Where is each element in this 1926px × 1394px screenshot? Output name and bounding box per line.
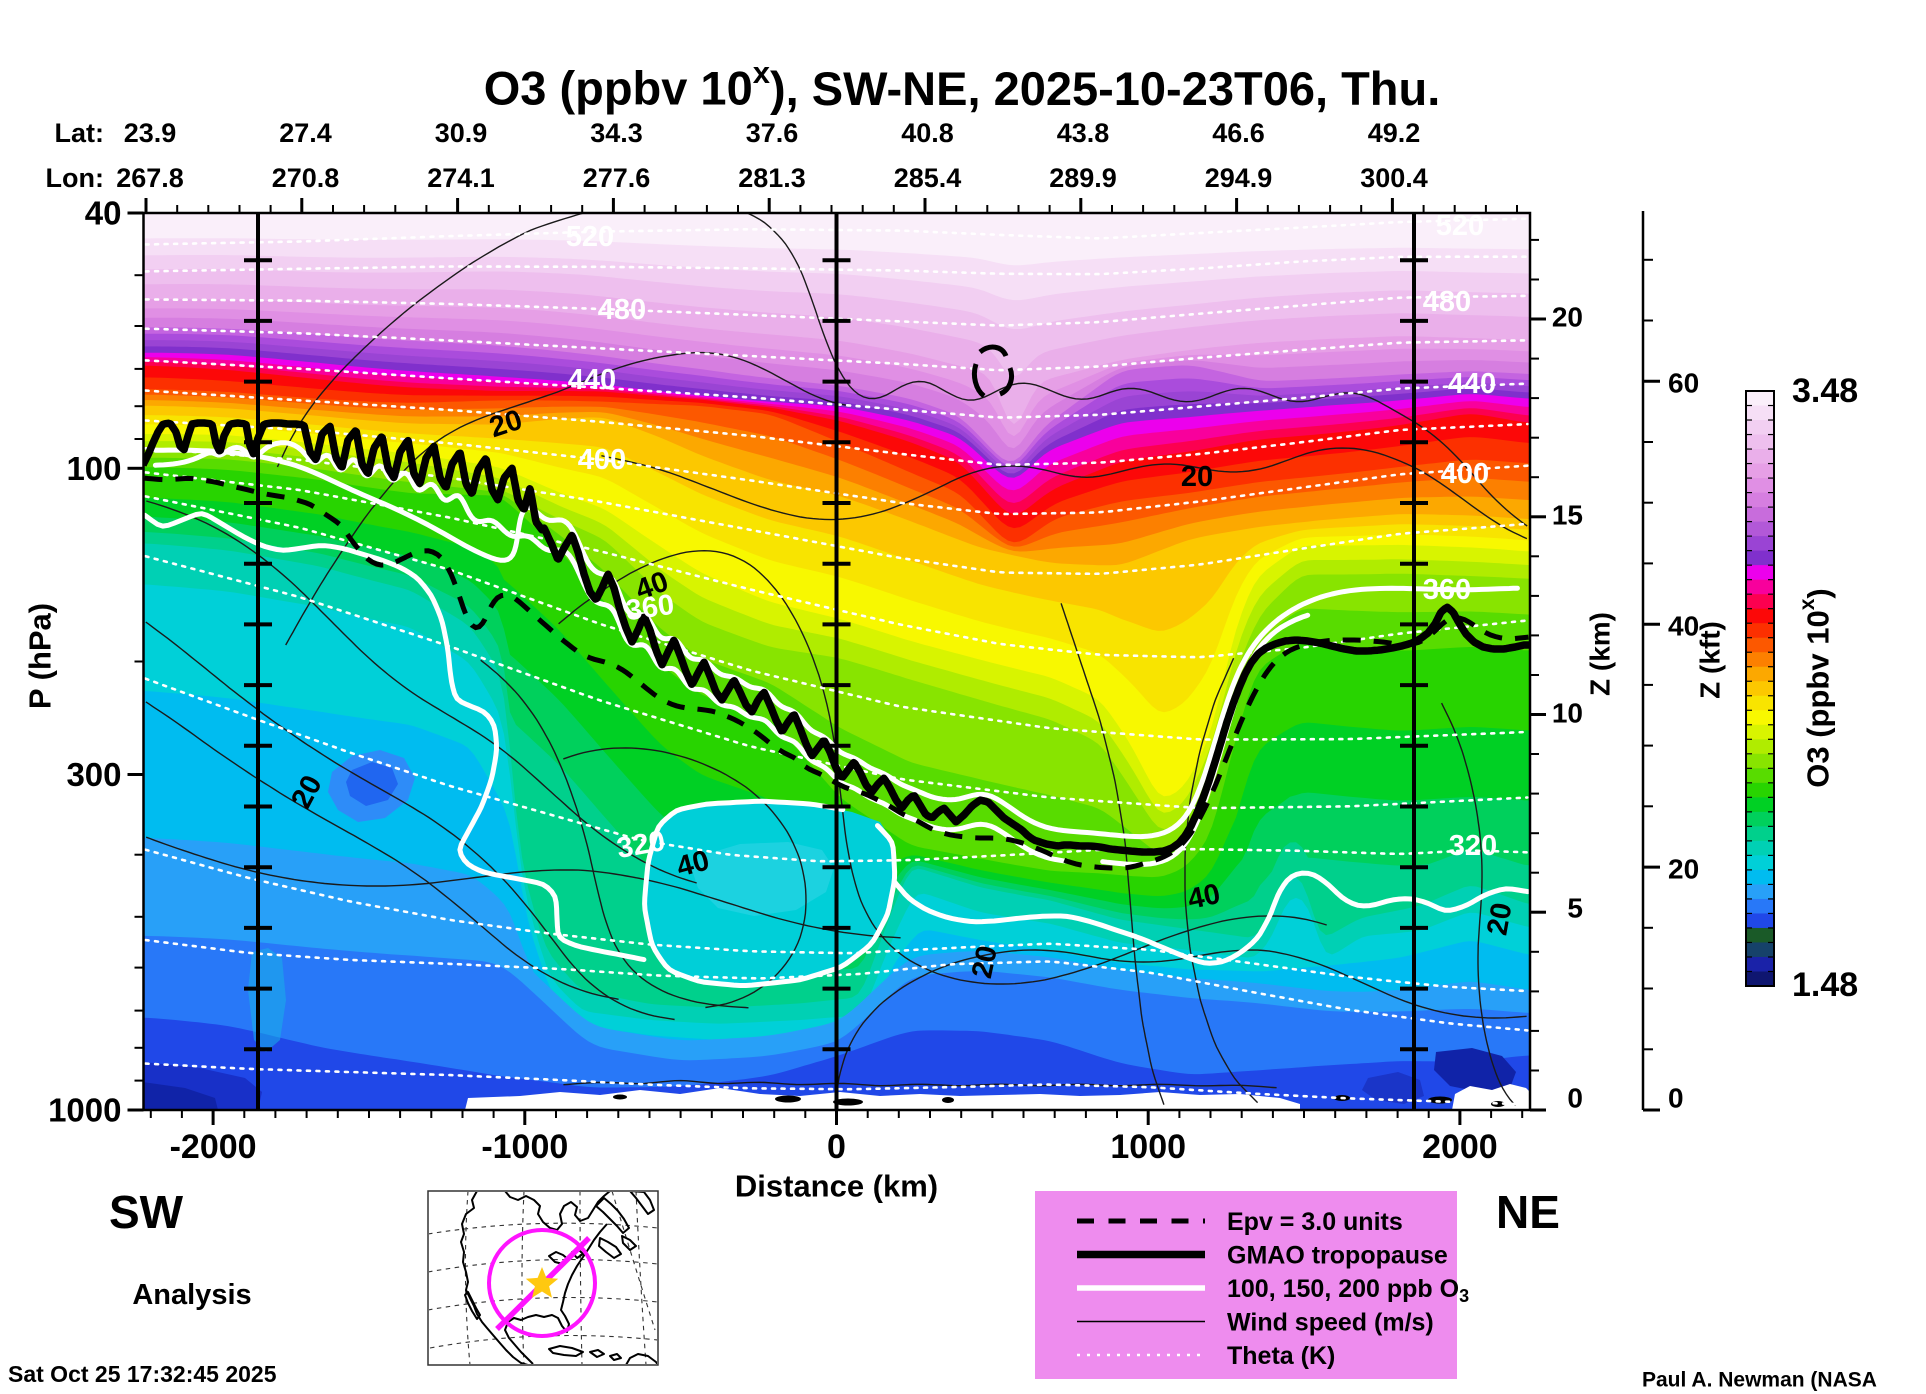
svg-text:320: 320 (1449, 830, 1497, 862)
svg-text:100, 150, 200 ppb O3: 100, 150, 200 ppb O3 (1227, 1275, 1469, 1306)
svg-text:20: 20 (1181, 461, 1213, 493)
svg-text:Z (km): Z (km) (1585, 612, 1616, 696)
svg-text:360: 360 (624, 589, 676, 627)
svg-text:480: 480 (598, 294, 646, 326)
svg-text:SW: SW (109, 1186, 184, 1238)
svg-text:GMAO tropopause: GMAO tropopause (1227, 1242, 1448, 1270)
svg-text:Analysis: Analysis (132, 1279, 251, 1311)
svg-text:270.8: 270.8 (272, 163, 340, 193)
svg-text:Paul A. Newman (NASA: Paul A. Newman (NASA (1642, 1369, 1877, 1392)
svg-text:20: 20 (1481, 900, 1518, 937)
svg-text:-2000: -2000 (170, 1128, 257, 1166)
svg-text:440: 440 (1448, 368, 1496, 400)
svg-text:40.8: 40.8 (901, 118, 954, 148)
svg-text:520: 520 (566, 221, 614, 253)
svg-text:0: 0 (1668, 1083, 1684, 1114)
svg-text:0: 0 (1567, 1083, 1583, 1114)
svg-text:-1000: -1000 (481, 1128, 568, 1166)
svg-text:Lat:: Lat: (55, 118, 105, 148)
svg-text:40: 40 (85, 195, 122, 232)
svg-text:294.9: 294.9 (1205, 163, 1273, 193)
svg-text:400: 400 (578, 444, 626, 476)
svg-text:34.3: 34.3 (590, 118, 643, 148)
svg-text:20: 20 (966, 943, 1004, 981)
svg-text:5: 5 (1567, 893, 1583, 924)
svg-text:2000: 2000 (1422, 1128, 1498, 1166)
svg-text:400: 400 (1441, 458, 1489, 490)
svg-text:300.4: 300.4 (1360, 163, 1428, 193)
svg-text:P (hPa): P (hPa) (23, 603, 58, 709)
svg-text:15: 15 (1552, 500, 1583, 531)
svg-text:285.4: 285.4 (894, 163, 962, 193)
svg-text:Lon:: Lon: (46, 163, 104, 193)
svg-text:23.9: 23.9 (124, 118, 177, 148)
svg-text:Wind speed (m/s): Wind speed (m/s) (1227, 1309, 1434, 1337)
svg-text:3.48: 3.48 (1792, 372, 1858, 410)
svg-text:Sat Oct 25 17:32:45 2025: Sat Oct 25 17:32:45 2025 (8, 1361, 277, 1387)
svg-text:37.6: 37.6 (746, 118, 799, 148)
svg-text:289.9: 289.9 (1049, 163, 1117, 193)
svg-text:360: 360 (1423, 574, 1471, 606)
svg-text:43.8: 43.8 (1057, 118, 1110, 148)
svg-text:40: 40 (1668, 611, 1699, 642)
svg-text:Theta (K): Theta (K) (1227, 1342, 1335, 1370)
svg-text:520: 520 (1436, 210, 1484, 242)
svg-text:30.9: 30.9 (435, 118, 488, 148)
svg-text:1000: 1000 (1110, 1128, 1186, 1166)
svg-text:480: 480 (1423, 286, 1471, 318)
svg-text:277.6: 277.6 (583, 163, 651, 193)
svg-text:0: 0 (827, 1128, 846, 1166)
svg-text:49.2: 49.2 (1368, 118, 1421, 148)
svg-text:27.4: 27.4 (279, 118, 332, 148)
svg-text:20: 20 (1668, 854, 1699, 885)
svg-text:46.6: 46.6 (1212, 118, 1265, 148)
svg-text:300: 300 (66, 756, 121, 793)
svg-text:1000: 1000 (48, 1092, 121, 1129)
svg-text:60: 60 (1668, 368, 1699, 399)
svg-text:Z (kft): Z (kft) (1695, 621, 1726, 699)
svg-text:Epv = 3.0 units: Epv = 3.0 units (1227, 1208, 1403, 1236)
svg-text:267.8: 267.8 (116, 163, 184, 193)
svg-text:NE: NE (1496, 1186, 1560, 1238)
svg-text:O3 (ppbv 10x): O3 (ppbv 10x) (1796, 588, 1836, 787)
svg-text:Distance (km): Distance (km) (735, 1169, 938, 1204)
svg-text:20: 20 (1552, 302, 1583, 333)
svg-text:40: 40 (1185, 878, 1223, 916)
svg-text:274.1: 274.1 (427, 163, 495, 193)
svg-text:1.48: 1.48 (1792, 966, 1858, 1004)
svg-text:10: 10 (1552, 698, 1583, 729)
svg-text:281.3: 281.3 (738, 163, 806, 193)
svg-text:O3 (ppbv 10x), SW-NE, 2025-10-: O3 (ppbv 10x), SW-NE, 2025-10-23T06, Thu… (484, 55, 1441, 115)
svg-text:100: 100 (66, 450, 121, 487)
svg-text:440: 440 (568, 364, 616, 396)
